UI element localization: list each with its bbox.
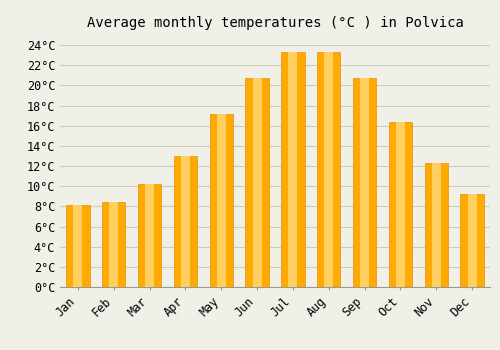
Bar (145, 184, 154, 287)
Bar (110, 202, 118, 287)
Bar (288, 52, 298, 287)
Bar (246, 78, 268, 287)
Title: Average monthly temperatures (°C ) in Polvica: Average monthly temperatures (°C ) in Po… (86, 16, 464, 30)
Bar (174, 156, 197, 287)
Bar (181, 156, 190, 287)
Bar (353, 78, 376, 287)
Bar (389, 122, 412, 287)
Bar (138, 184, 161, 287)
Bar (217, 114, 226, 287)
Bar (424, 163, 448, 287)
Bar (460, 194, 483, 287)
Bar (360, 78, 369, 287)
Bar (324, 52, 333, 287)
Bar (74, 205, 82, 287)
Bar (396, 122, 405, 287)
Bar (66, 205, 90, 287)
Bar (282, 52, 304, 287)
Bar (252, 78, 262, 287)
Bar (102, 202, 126, 287)
Bar (468, 194, 476, 287)
Bar (317, 52, 340, 287)
Bar (432, 163, 440, 287)
Bar (210, 114, 233, 287)
